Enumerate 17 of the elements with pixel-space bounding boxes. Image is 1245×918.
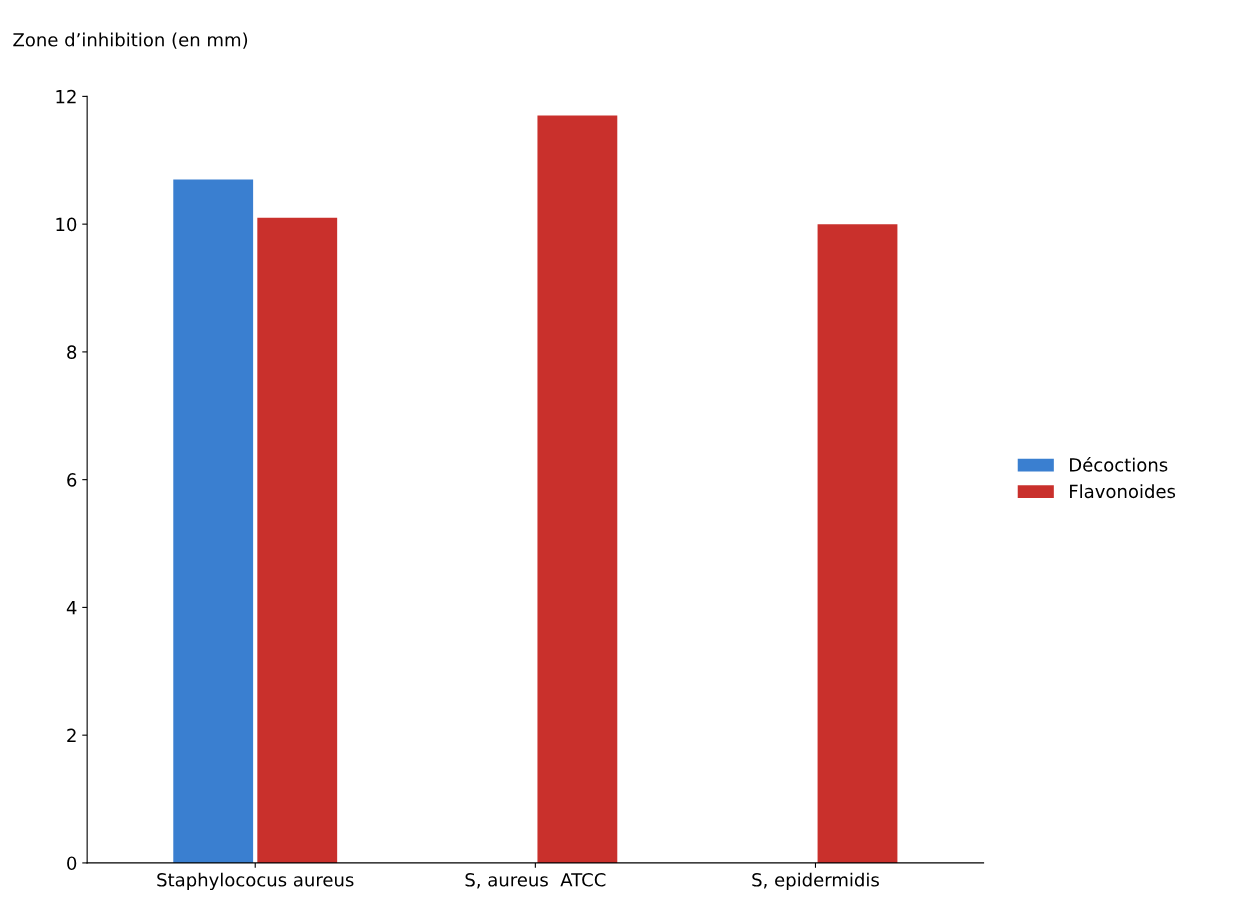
y-tick-label: 12 (56, 89, 76, 104)
bar (257, 217, 338, 863)
y-axis-title: Zone d’inhibition (en mm) (13, 32, 248, 49)
y-tick-label: 2 (67, 728, 76, 743)
y-tick-label: 10 (56, 217, 77, 232)
y-tick-label: 4 (66, 601, 77, 615)
y-tick-label: 8 (67, 345, 77, 360)
legend-label: Décoctions (1070, 456, 1168, 472)
x-tick-label: S, aureus ATCC (465, 872, 606, 889)
x-tick-label: Staphylococus aureus (157, 872, 354, 891)
y-tick-label: 6 (67, 473, 77, 487)
y-tick-label: 0 (67, 856, 77, 871)
bar (537, 115, 618, 863)
bar (173, 179, 254, 863)
legend-label: Flavonoides (1070, 484, 1176, 499)
bar (817, 224, 898, 863)
x-tick-label: S, epidermidis (752, 872, 879, 891)
